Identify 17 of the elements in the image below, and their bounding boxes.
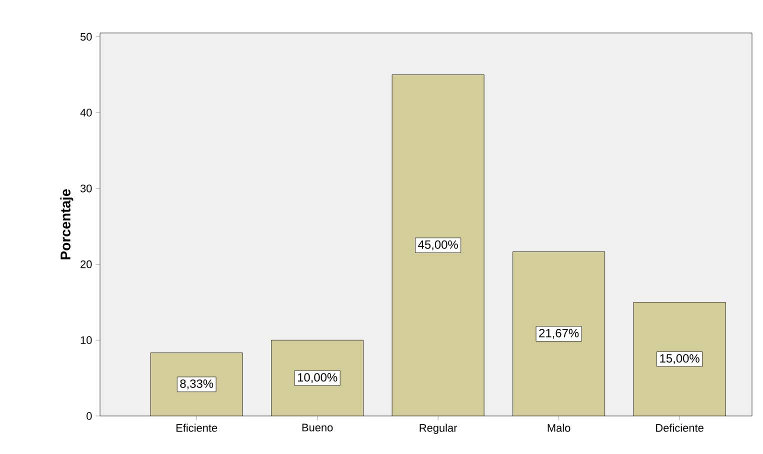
x-tick-label: Malo [548, 424, 570, 432]
x-tick-label: Eficiente [176, 424, 218, 432]
y-tick-label: 30 [80, 184, 92, 192]
x-tick-label: Regular [420, 424, 458, 434]
data-label: 45,00% [418, 240, 458, 250]
data-label: 21,67% [539, 328, 579, 339]
data-label: 10,00% [298, 373, 338, 384]
x-tick-label: Bueno [302, 424, 333, 432]
y-tick-label: 10 [80, 336, 92, 344]
data-label: 15,00% [660, 354, 700, 364]
y-tick-label: 40 [80, 108, 92, 116]
data-label: 8,33% [180, 379, 214, 390]
y-tick-label: 20 [80, 260, 92, 268]
y-tick-label: 0 [86, 412, 92, 420]
y-axis-title: Porcentaje [60, 189, 74, 260]
x-tick-label: Deficiente [656, 424, 704, 432]
y-tick-label: 50 [80, 32, 92, 41]
